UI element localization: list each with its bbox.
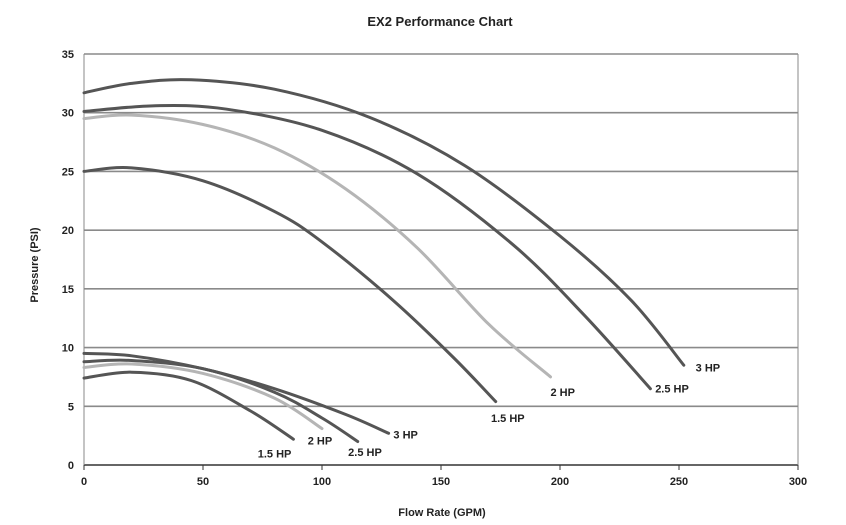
curve-label: 3 HP: [696, 363, 720, 375]
curve-label: 2 HP: [308, 435, 332, 447]
y-axis-label: Pressure (PSI): [29, 227, 41, 303]
curve-label: 2 HP: [550, 387, 574, 399]
x-tick-label: 300: [789, 476, 807, 488]
x-tick-label: 250: [670, 476, 688, 488]
grid: [84, 53, 798, 408]
curve-label: 1.5 HP: [491, 413, 525, 425]
y-tick-label: 10: [62, 343, 74, 355]
x-tick-label: 50: [197, 476, 209, 488]
x-tick-label: 200: [551, 476, 569, 488]
series-line-2-hp: [82, 362, 324, 431]
y-tick-label: 20: [62, 225, 74, 237]
series-line-1-5-hp: [82, 166, 498, 404]
series-line-2-5-hp: [82, 104, 652, 391]
y-tick-label: 30: [62, 108, 74, 120]
x-tick-label: 150: [432, 476, 450, 488]
axes: 0 5 10 15 20 25 30 35 0 50 100 150 200 250 300: [62, 49, 807, 488]
x-tick-label: 100: [313, 476, 331, 488]
x-axis-label: Flow Rate (GPM): [398, 507, 486, 519]
x-tick-label: 0: [81, 476, 87, 488]
curve-label: 1.5 HP: [258, 448, 292, 460]
curve-label: 3 HP: [393, 429, 417, 441]
y-tick-label: 0: [68, 460, 74, 472]
curves: [82, 78, 686, 443]
series-line-2-5-hp: [82, 358, 360, 443]
curve-labels: 3 HP 2.5 HP 2 HP 1.5 HP 3 HP 2.5 HP 2 HP 1.5 HP: [258, 363, 720, 461]
y-tick-label: 15: [62, 284, 74, 296]
y-tick-label: 35: [62, 49, 74, 61]
series-line-3-hp: [82, 78, 686, 367]
series-line-1-5-hp: [82, 370, 295, 441]
chart-title: EX2 Performance Chart: [367, 14, 513, 29]
series-line-2-hp: [82, 113, 552, 379]
curve-label: 2.5 HP: [655, 384, 689, 396]
y-tick-label: 5: [68, 401, 74, 413]
curve-label: 2.5 HP: [348, 447, 382, 459]
y-tick-label: 25: [62, 166, 74, 178]
